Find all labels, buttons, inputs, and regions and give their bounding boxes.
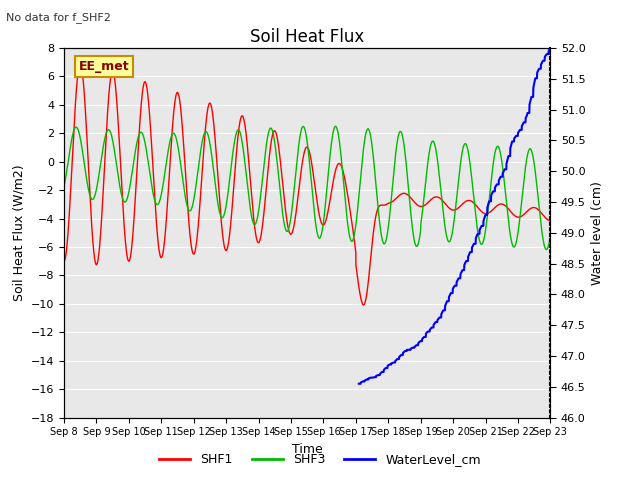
X-axis label: Time: Time	[292, 443, 323, 456]
Title: Soil Heat Flux: Soil Heat Flux	[250, 28, 364, 47]
Text: No data for f_SHF2: No data for f_SHF2	[6, 12, 111, 23]
Legend: SHF1, SHF3, WaterLevel_cm: SHF1, SHF3, WaterLevel_cm	[154, 448, 486, 471]
Text: EE_met: EE_met	[79, 60, 129, 73]
Y-axis label: Water level (cm): Water level (cm)	[591, 181, 604, 285]
Y-axis label: Soil Heat Flux (W/m2): Soil Heat Flux (W/m2)	[12, 165, 25, 301]
